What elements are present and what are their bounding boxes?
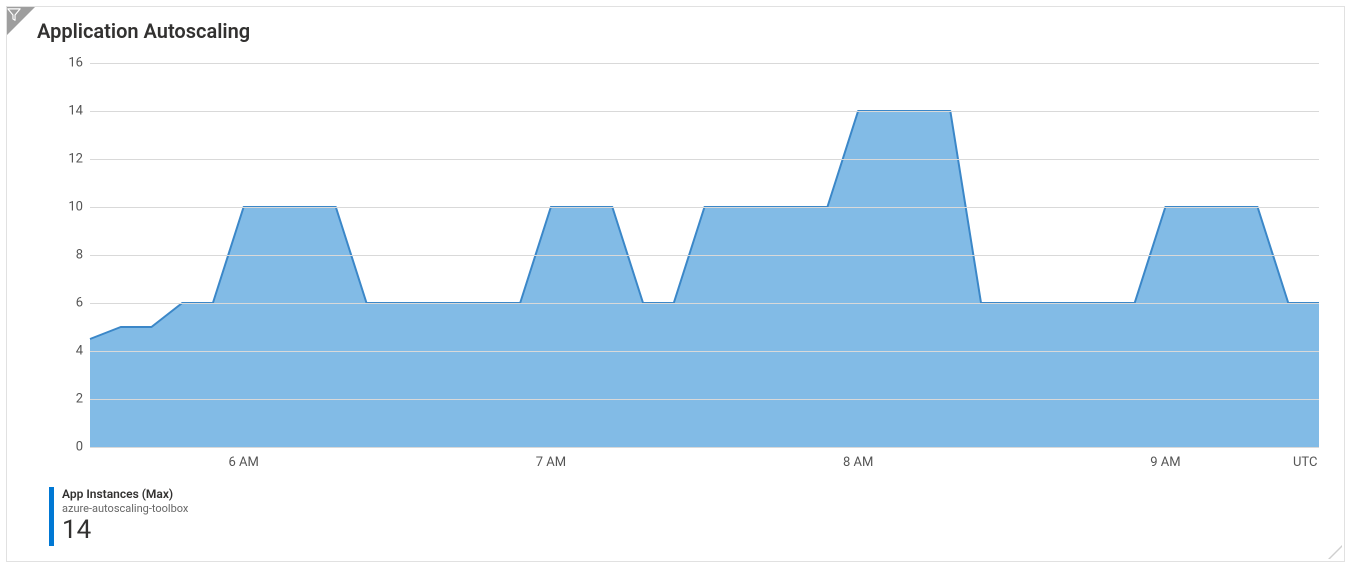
chart-plot <box>90 63 1319 447</box>
chart-gridline <box>90 447 1319 448</box>
legend-series-name: App Instances (Max) <box>62 487 188 501</box>
x-axis-label: 6 AM <box>228 455 258 470</box>
legend-color-bar <box>49 487 54 546</box>
x-axis-label: 7 AM <box>536 455 566 470</box>
y-axis-label: 2 <box>35 392 83 407</box>
filter-corner[interactable] <box>7 7 35 35</box>
chart-gridline <box>90 255 1319 256</box>
y-axis-label: 12 <box>35 152 83 167</box>
chart-gridline <box>90 399 1319 400</box>
y-axis-label: 6 <box>35 296 83 311</box>
metrics-panel: Application Autoscaling 0 2 4 6 8 10 12 14 16 6 A… <box>6 6 1345 562</box>
y-axis-label: 0 <box>35 440 83 455</box>
series-area <box>90 111 1319 447</box>
chart-gridline <box>90 207 1319 208</box>
legend-subtitle: azure-autoscaling-toolbox <box>62 502 188 515</box>
y-axis-label: 8 <box>35 248 83 263</box>
chart-gridline <box>90 159 1319 160</box>
chart-legend[interactable]: App Instances (Max) azure-autoscaling-to… <box>49 487 188 546</box>
resize-handle-icon[interactable] <box>1328 545 1342 559</box>
chart-gridline <box>90 351 1319 352</box>
y-axis-label: 4 <box>35 344 83 359</box>
legend-text: App Instances (Max) azure-autoscaling-to… <box>62 487 188 546</box>
chart-gridline <box>90 63 1319 64</box>
legend-value: 14 <box>62 515 188 546</box>
y-axis-label: 14 <box>35 104 83 119</box>
y-axis-label: 10 <box>35 200 83 215</box>
x-axis-label: 8 AM <box>843 455 873 470</box>
panel-title: Application Autoscaling <box>37 19 250 43</box>
chart-area[interactable]: 02468101214166 AM7 AM8 AM9 AMUTC <box>35 57 1319 457</box>
chart-gridline <box>90 303 1319 304</box>
y-axis-label: 16 <box>35 56 83 71</box>
timezone-label: UTC <box>1293 455 1317 470</box>
x-axis-label: 9 AM <box>1150 455 1180 470</box>
chart-gridline <box>90 111 1319 112</box>
